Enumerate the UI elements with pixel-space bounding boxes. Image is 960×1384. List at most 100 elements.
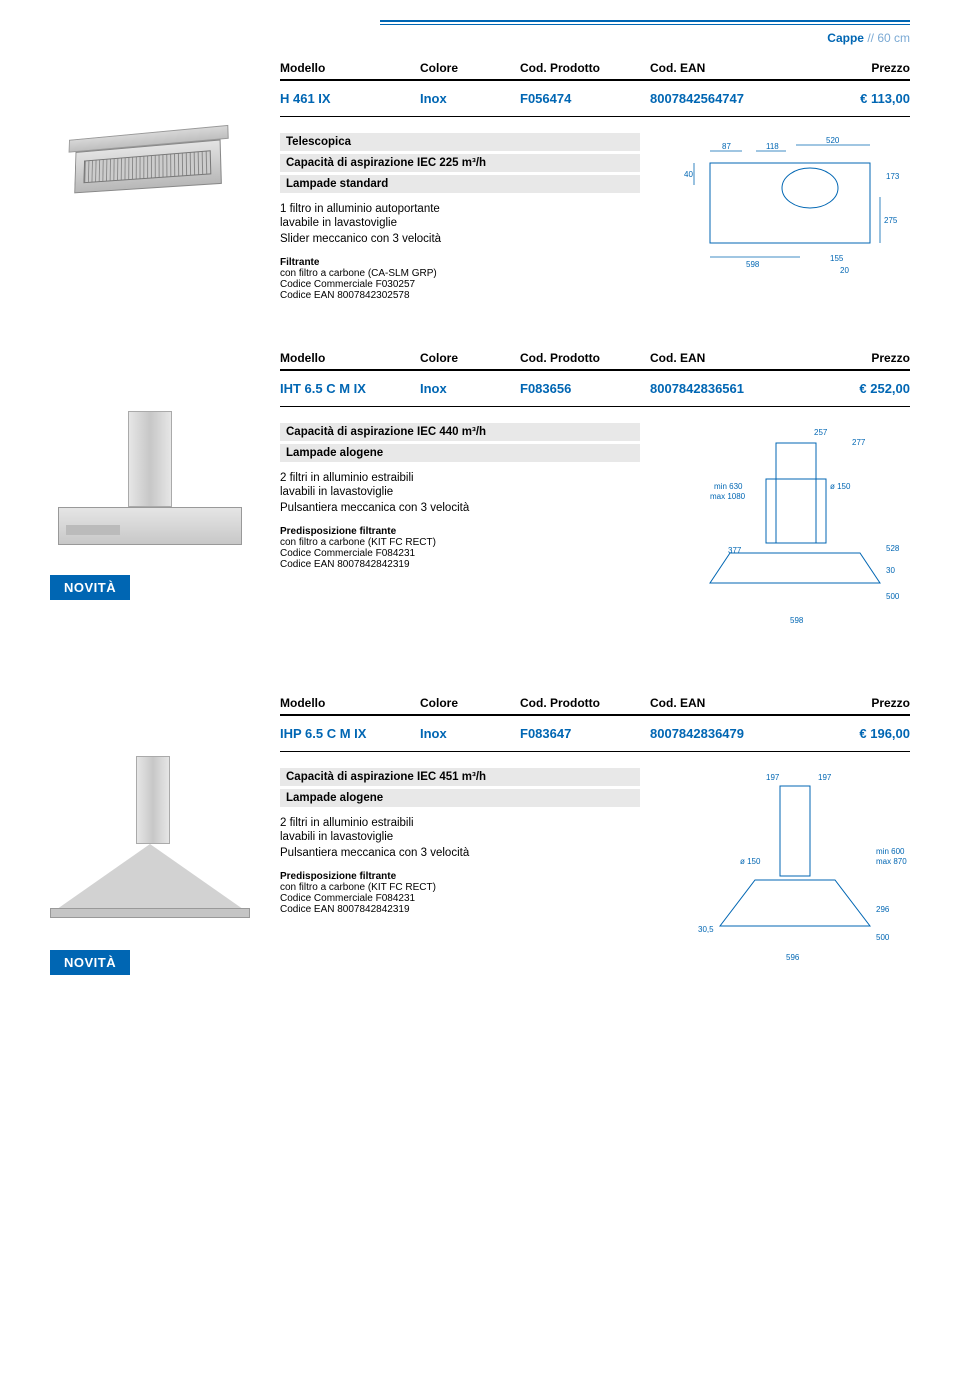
- th-ean: Cod. EAN: [650, 351, 810, 365]
- td-prod: F056474: [520, 91, 650, 106]
- svg-text:max 1080: max 1080: [710, 492, 746, 501]
- svg-text:min 600: min 600: [876, 847, 905, 856]
- svg-text:ø 150: ø 150: [740, 857, 761, 866]
- dimension-diagram-1: 87 118 520 40 598 275 155 20 173: [680, 133, 910, 301]
- product-details-col: Modello Colore Cod. Prodotto Cod. EAN Pr…: [280, 696, 910, 981]
- filter-line3: Codice EAN 8007842842319: [280, 559, 680, 570]
- svg-text:277: 277: [852, 438, 866, 447]
- spec-control: Pulsantiera meccanica con 3 velocità: [280, 847, 680, 859]
- header-rule-thin: [380, 24, 910, 25]
- spec-filter-line2: lavabili in lavastoviglie: [280, 486, 680, 498]
- filter-line2: Codice Commerciale F084231: [280, 893, 680, 904]
- table-row: IHT 6.5 C M IX Inox F083656 800784283656…: [280, 371, 910, 407]
- product-image-col: NOVITÀ: [50, 696, 280, 981]
- spec-control: Pulsantiera meccanica con 3 velocità: [280, 502, 680, 514]
- svg-text:500: 500: [886, 592, 900, 601]
- th-color: Colore: [420, 351, 520, 365]
- svg-text:30,5: 30,5: [698, 925, 714, 934]
- svg-text:40: 40: [684, 170, 693, 179]
- product-block-2: NOVITÀ Modello Colore Cod. Prodotto Cod.…: [50, 351, 910, 646]
- page-title-main: Cappe: [827, 31, 864, 45]
- spec-details: Telescopica Capacità di aspirazione IEC …: [280, 133, 680, 301]
- filter-line2: Codice Commerciale F084231: [280, 548, 680, 559]
- table-row: H 461 IX Inox F056474 8007842564747 € 11…: [280, 81, 910, 117]
- svg-text:197: 197: [766, 773, 780, 782]
- svg-text:30: 30: [886, 566, 895, 575]
- td-price: € 252,00: [810, 381, 910, 396]
- svg-text:87: 87: [722, 142, 731, 151]
- filter-head: Predisposizione filtrante: [280, 871, 680, 882]
- table-header: Modello Colore Cod. Prodotto Cod. EAN Pr…: [280, 61, 910, 81]
- th-prod: Cod. Prodotto: [520, 61, 650, 75]
- product-details-col: Modello Colore Cod. Prodotto Cod. EAN Pr…: [280, 351, 910, 646]
- filter-line2: Codice Commerciale F030257: [280, 279, 680, 290]
- th-model: Modello: [280, 351, 420, 365]
- filter-line3: Codice EAN 8007842842319: [280, 904, 680, 915]
- dimension-diagram-3: 197 197 ø 150 min 600 max 870 30,5 596 2…: [680, 768, 910, 981]
- td-prod: F083647: [520, 726, 650, 741]
- th-price: Prezzo: [810, 696, 910, 710]
- th-price: Prezzo: [810, 351, 910, 365]
- filter-line3: Codice EAN 8007842302578: [280, 290, 680, 301]
- product-image-telescopic: [50, 121, 250, 271]
- th-prod: Cod. Prodotto: [520, 696, 650, 710]
- spec-filter-line2: lavabili in lavastoviglie: [280, 831, 680, 843]
- td-color: Inox: [420, 381, 520, 396]
- td-model: H 461 IX: [280, 91, 420, 106]
- svg-text:min 630: min 630: [714, 482, 743, 491]
- td-prod: F083656: [520, 381, 650, 396]
- svg-text:296: 296: [876, 905, 890, 914]
- spec-capacity: Capacità di aspirazione IEC 225 m³/h: [280, 154, 640, 172]
- svg-text:377: 377: [728, 546, 742, 555]
- svg-text:500: 500: [876, 933, 890, 942]
- spec-filter-line: 2 filtri in alluminio estraibili: [280, 472, 680, 484]
- spec-lamp: Lampade alogene: [280, 444, 640, 462]
- spec-details: Capacità di aspirazione IEC 440 m³/h Lam…: [280, 423, 680, 646]
- spec-capacity: Capacità di aspirazione IEC 451 m³/h: [280, 768, 640, 786]
- td-model: IHT 6.5 C M IX: [280, 381, 420, 396]
- td-model: IHP 6.5 C M IX: [280, 726, 420, 741]
- filter-line1: con filtro a carbone (KIT FC RECT): [280, 537, 680, 548]
- product-block-1: Modello Colore Cod. Prodotto Cod. EAN Pr…: [50, 61, 910, 301]
- table-header: Modello Colore Cod. Prodotto Cod. EAN Pr…: [280, 351, 910, 371]
- novita-badge: NOVITÀ: [50, 575, 130, 600]
- table-row: IHP 6.5 C M IX Inox F083647 800784283647…: [280, 716, 910, 752]
- spec-type: Telescopica: [280, 133, 640, 151]
- page-title: Cappe // 60 cm: [50, 31, 910, 45]
- td-ean: 8007842836561: [650, 381, 810, 396]
- svg-text:520: 520: [826, 136, 840, 145]
- svg-text:155: 155: [830, 254, 844, 263]
- product-image-col: [50, 61, 280, 301]
- th-color: Colore: [420, 61, 520, 75]
- svg-text:598: 598: [746, 260, 760, 269]
- spec-details: Capacità di aspirazione IEC 451 m³/h Lam…: [280, 768, 680, 981]
- svg-text:197: 197: [818, 773, 832, 782]
- header-rule-thick: [380, 20, 910, 22]
- novita-badge: NOVITÀ: [50, 950, 130, 975]
- table-header: Modello Colore Cod. Prodotto Cod. EAN Pr…: [280, 696, 910, 716]
- th-price: Prezzo: [810, 61, 910, 75]
- td-color: Inox: [420, 726, 520, 741]
- product-image-pyramid: [50, 756, 250, 936]
- th-ean: Cod. EAN: [650, 696, 810, 710]
- td-price: € 196,00: [810, 726, 910, 741]
- svg-text:598: 598: [790, 616, 804, 625]
- svg-text:20: 20: [840, 266, 849, 275]
- dimension-diagram-2: 257 277 min 630 max 1080 ø 150 377 598 5…: [680, 423, 910, 646]
- page-title-sub: // 60 cm: [867, 31, 910, 45]
- product-image-col: NOVITÀ: [50, 351, 280, 646]
- td-price: € 113,00: [810, 91, 910, 106]
- product-image-boxhood: [50, 411, 250, 561]
- filter-head: Filtrante: [280, 257, 680, 268]
- svg-text:275: 275: [884, 216, 898, 225]
- th-prod: Cod. Prodotto: [520, 351, 650, 365]
- spec-filter-line: 2 filtri in alluminio estraibili: [280, 817, 680, 829]
- svg-text:596: 596: [786, 953, 800, 962]
- spec-capacity: Capacità di aspirazione IEC 440 m³/h: [280, 423, 640, 441]
- td-ean: 8007842836479: [650, 726, 810, 741]
- svg-text:ø 150: ø 150: [830, 482, 851, 491]
- svg-text:257: 257: [814, 428, 828, 437]
- svg-text:173: 173: [886, 172, 900, 181]
- product-details-col: Modello Colore Cod. Prodotto Cod. EAN Pr…: [280, 61, 910, 301]
- td-color: Inox: [420, 91, 520, 106]
